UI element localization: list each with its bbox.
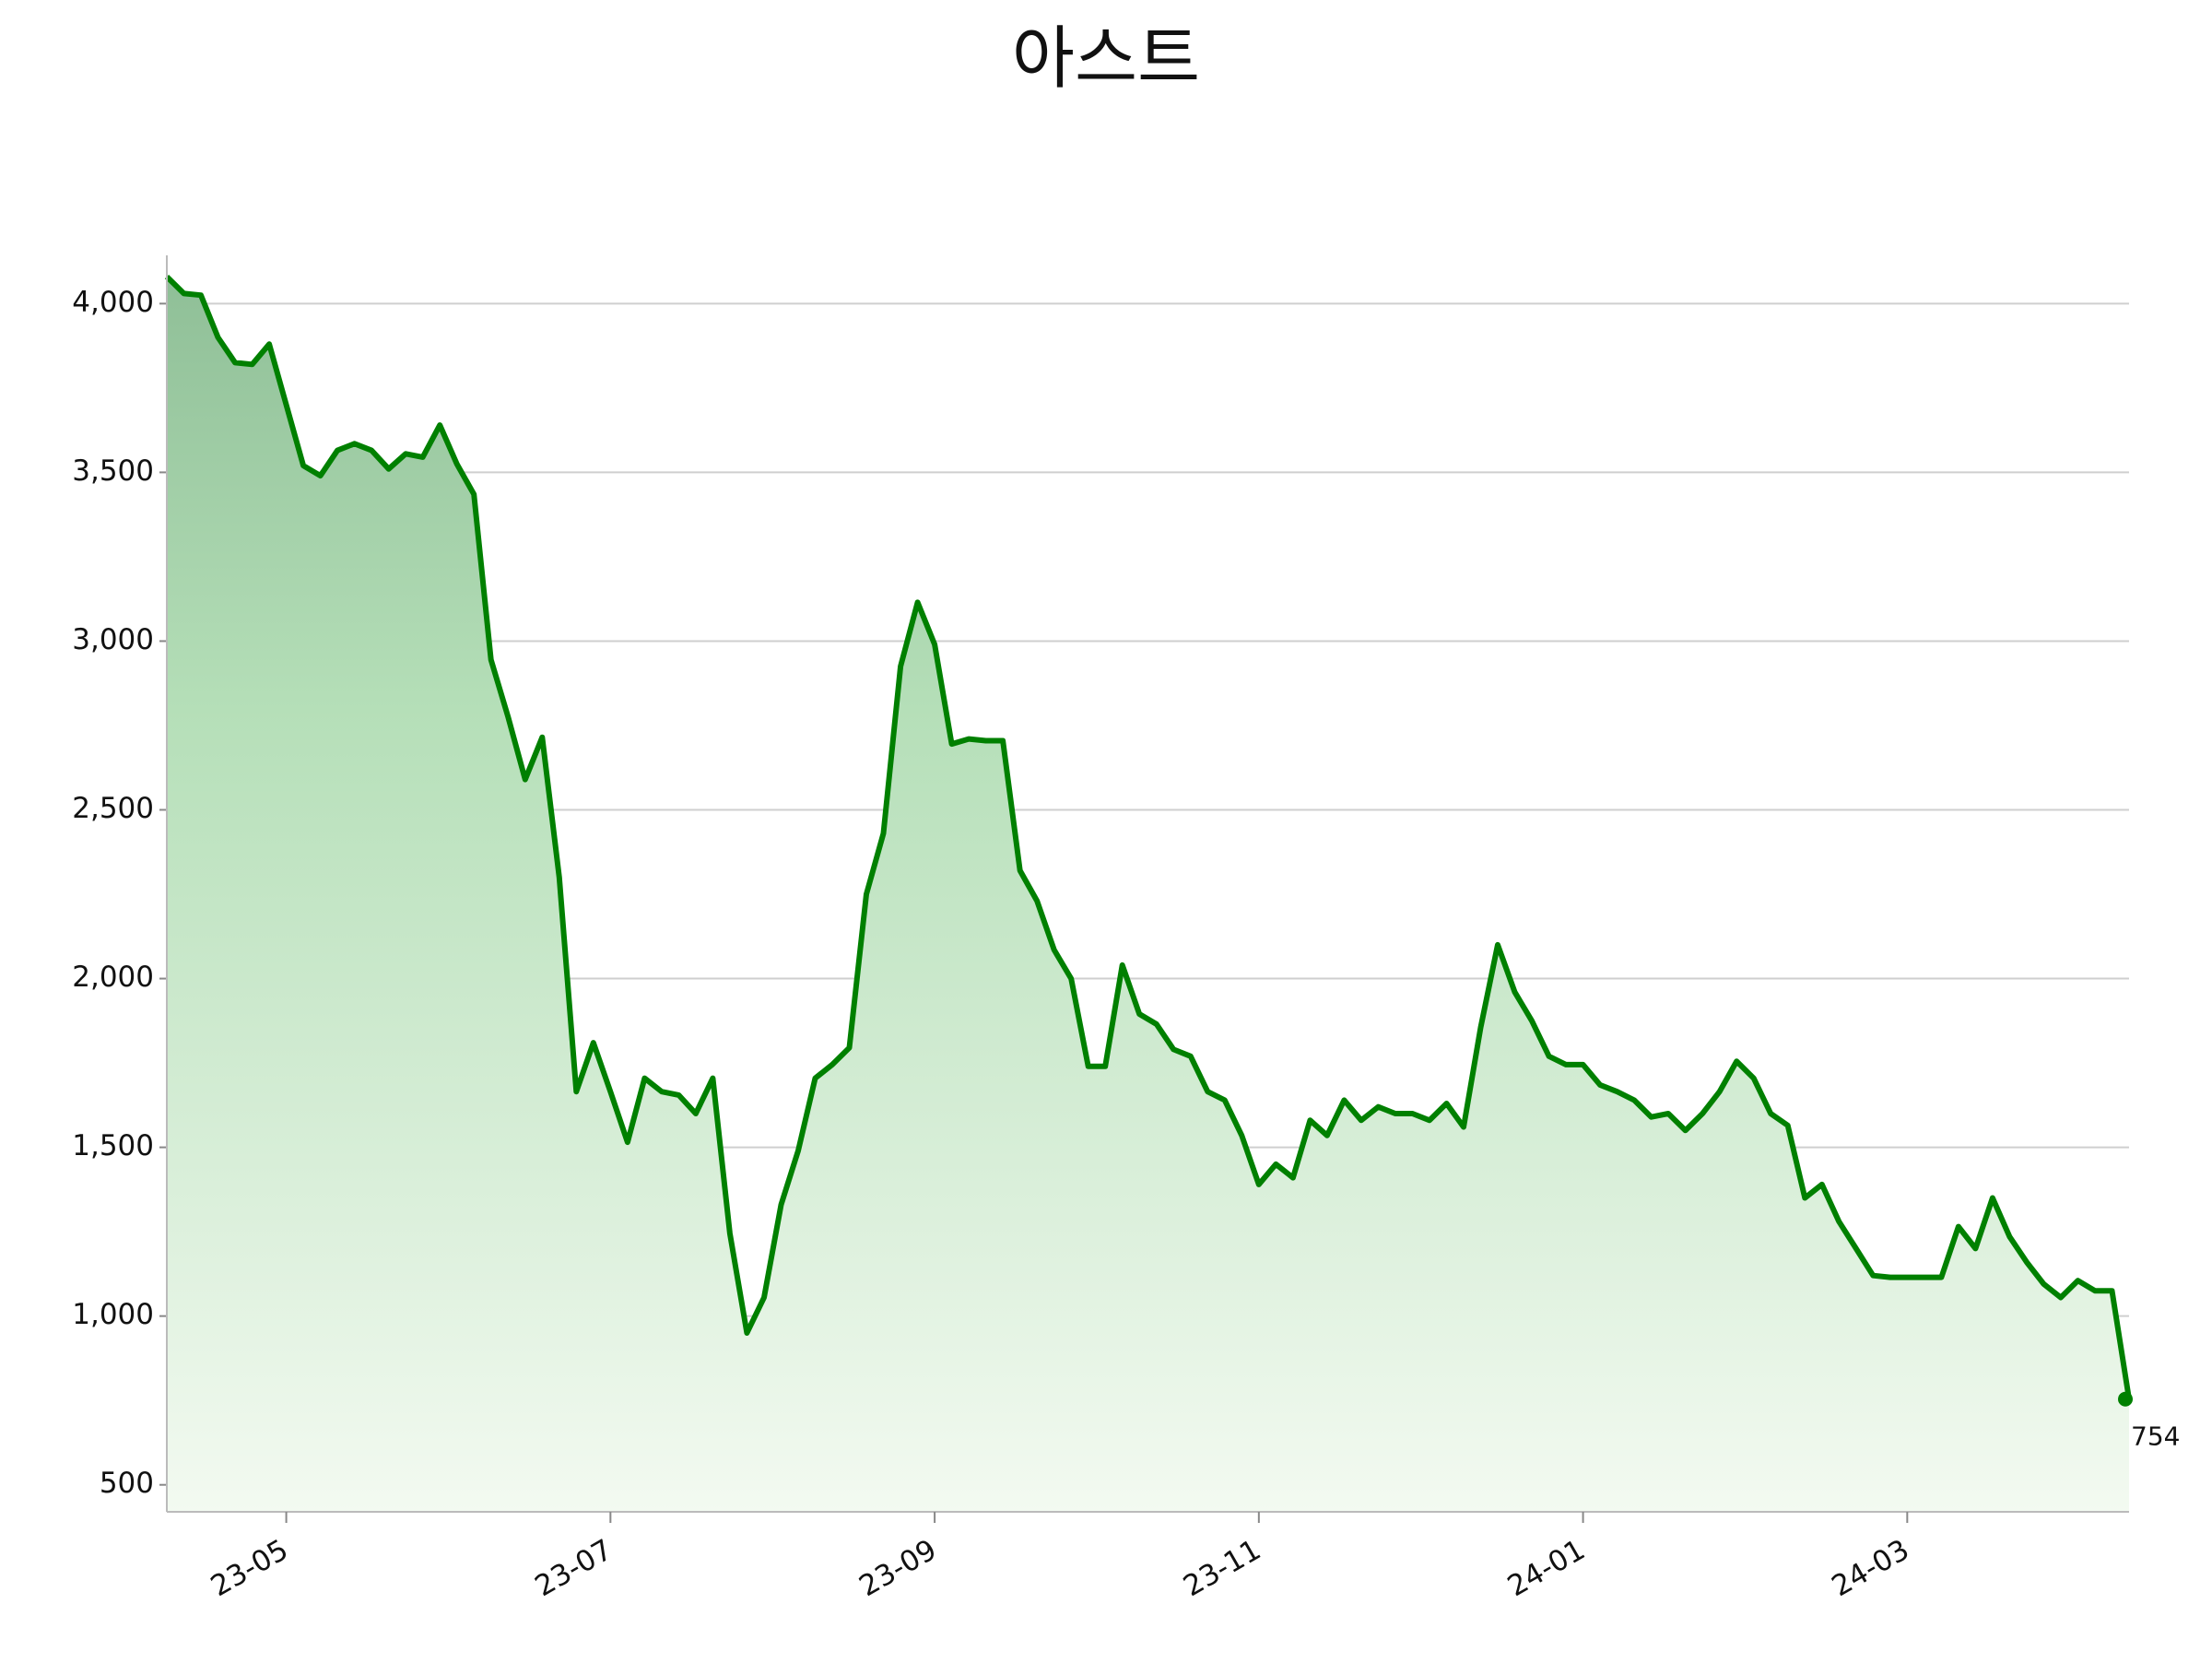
y-tick-label: 2,500 <box>72 792 154 825</box>
line <box>164 274 2132 1400</box>
y-tick-label: 2,000 <box>72 961 154 994</box>
x-tick-label: 23-09 <box>853 1533 942 1603</box>
chart-title: 아스트 <box>1012 19 1200 99</box>
y-tick-label: 4,000 <box>72 286 154 319</box>
x-tick-label: 24-03 <box>1827 1533 1915 1603</box>
data-label: 754 <box>2131 1421 2180 1452</box>
y-tick-label: 3,000 <box>72 623 154 656</box>
x-tick-label: 24-01 <box>1502 1533 1591 1603</box>
y-tick-label: 1,000 <box>72 1298 154 1331</box>
last-point <box>2118 1391 2133 1407</box>
x-tick-label: 23-11 <box>1178 1533 1266 1603</box>
y-tick-label: 500 <box>100 1467 154 1500</box>
y-tick-label: 3,500 <box>72 454 154 488</box>
y-tick-label: 1,500 <box>72 1129 154 1162</box>
x-tick-label: 23-05 <box>206 1533 294 1603</box>
x-tick-label: 23-07 <box>530 1533 618 1603</box>
area <box>167 277 2129 1513</box>
